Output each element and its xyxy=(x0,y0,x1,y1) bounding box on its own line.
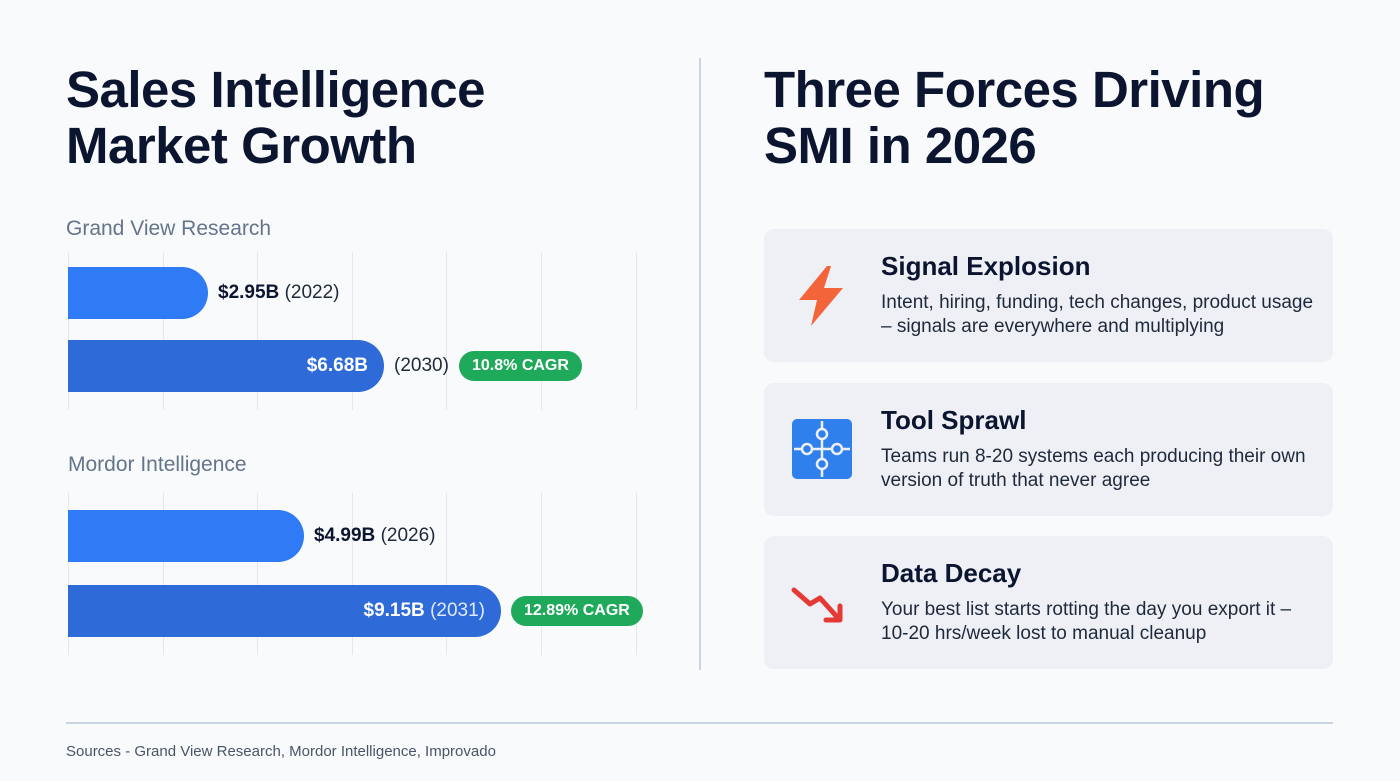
bar-year: (2030) xyxy=(394,355,449,376)
lightning-icon xyxy=(799,266,843,326)
sources-note: Sources - Grand View Research, Mordor In… xyxy=(66,743,496,760)
grid-line xyxy=(257,252,259,410)
card-description: Intent, hiring, funding, tech changes, p… xyxy=(881,292,1314,337)
bar-year: (2031) xyxy=(430,600,485,621)
right-title: Three Forces Driving SMI in 2026 xyxy=(764,61,1265,174)
bar-value-label: $4.99B (2026) xyxy=(314,523,435,549)
left-title-line-2: Market Growth xyxy=(66,117,417,174)
grid-line xyxy=(162,252,164,410)
chart-bar: $9.15B (2031) xyxy=(68,585,501,637)
grid-line xyxy=(541,252,542,410)
bar-value: $6.68B xyxy=(306,355,368,376)
cagr-badge: 12.89% CAGR xyxy=(511,596,643,626)
left-title: Sales Intelligence Market Growth xyxy=(66,61,486,174)
chart-group-label: Grand View Research xyxy=(66,217,272,240)
grid-line xyxy=(162,493,164,655)
grid-line xyxy=(351,493,353,655)
grid-line xyxy=(351,252,353,410)
chart-group-label: Mordor Intelligence xyxy=(68,453,247,476)
bar-inner-label: $6.68B xyxy=(307,340,368,392)
chart-bar xyxy=(68,267,208,319)
card-title: Tool Sprawl xyxy=(881,405,1027,435)
bar-value: $4.99B xyxy=(314,525,376,546)
grid-line xyxy=(635,252,637,410)
bar-year: (2022) xyxy=(284,282,340,303)
footer-divider xyxy=(66,722,1333,724)
chart-bar: $6.68B xyxy=(68,340,384,392)
right-title-line-2: SMI in 2026 xyxy=(764,117,1037,174)
bar-year: (2026) xyxy=(380,525,436,546)
grid-line xyxy=(68,252,69,410)
card-data-decay: Data Decay Your best list starts rotting… xyxy=(764,536,1333,669)
grid-line xyxy=(446,252,448,410)
cagr-badge: 10.8% CAGR xyxy=(459,351,582,381)
puzzle-icon xyxy=(792,419,852,479)
grid-line xyxy=(541,493,542,655)
card-tool-sprawl: Tool Sprawl Teams run 8-20 systems each … xyxy=(764,383,1333,516)
grid-line xyxy=(257,493,259,655)
card-description: Teams run 8-20 systems each producing th… xyxy=(881,446,1306,491)
card-title: Data Decay xyxy=(881,558,1022,588)
chart-bar xyxy=(68,510,304,562)
bar-value-label: $2.95B (2022) xyxy=(218,280,339,306)
bar-value: $9.15B xyxy=(363,600,425,621)
right-title-line-1: Three Forces Driving xyxy=(764,61,1265,118)
bar-inner-label: $9.15B (2031) xyxy=(364,585,485,637)
card-signal-explosion: Signal Explosion Intent, hiring, funding… xyxy=(764,229,1333,362)
vertical-divider xyxy=(699,58,701,670)
left-title-line-1: Sales Intelligence xyxy=(66,61,486,118)
card-description: Your best list starts rotting the day yo… xyxy=(881,599,1292,644)
market-growth-chart: Grand View Research $2.95B (2022) $6.68B (2… xyxy=(66,217,643,655)
card-title: Signal Explosion xyxy=(881,251,1091,281)
trend-down-icon xyxy=(791,587,843,623)
grid-line xyxy=(446,493,448,655)
grid-line xyxy=(68,493,69,655)
grid-line xyxy=(635,493,637,655)
bar-value: $2.95B xyxy=(218,282,280,303)
